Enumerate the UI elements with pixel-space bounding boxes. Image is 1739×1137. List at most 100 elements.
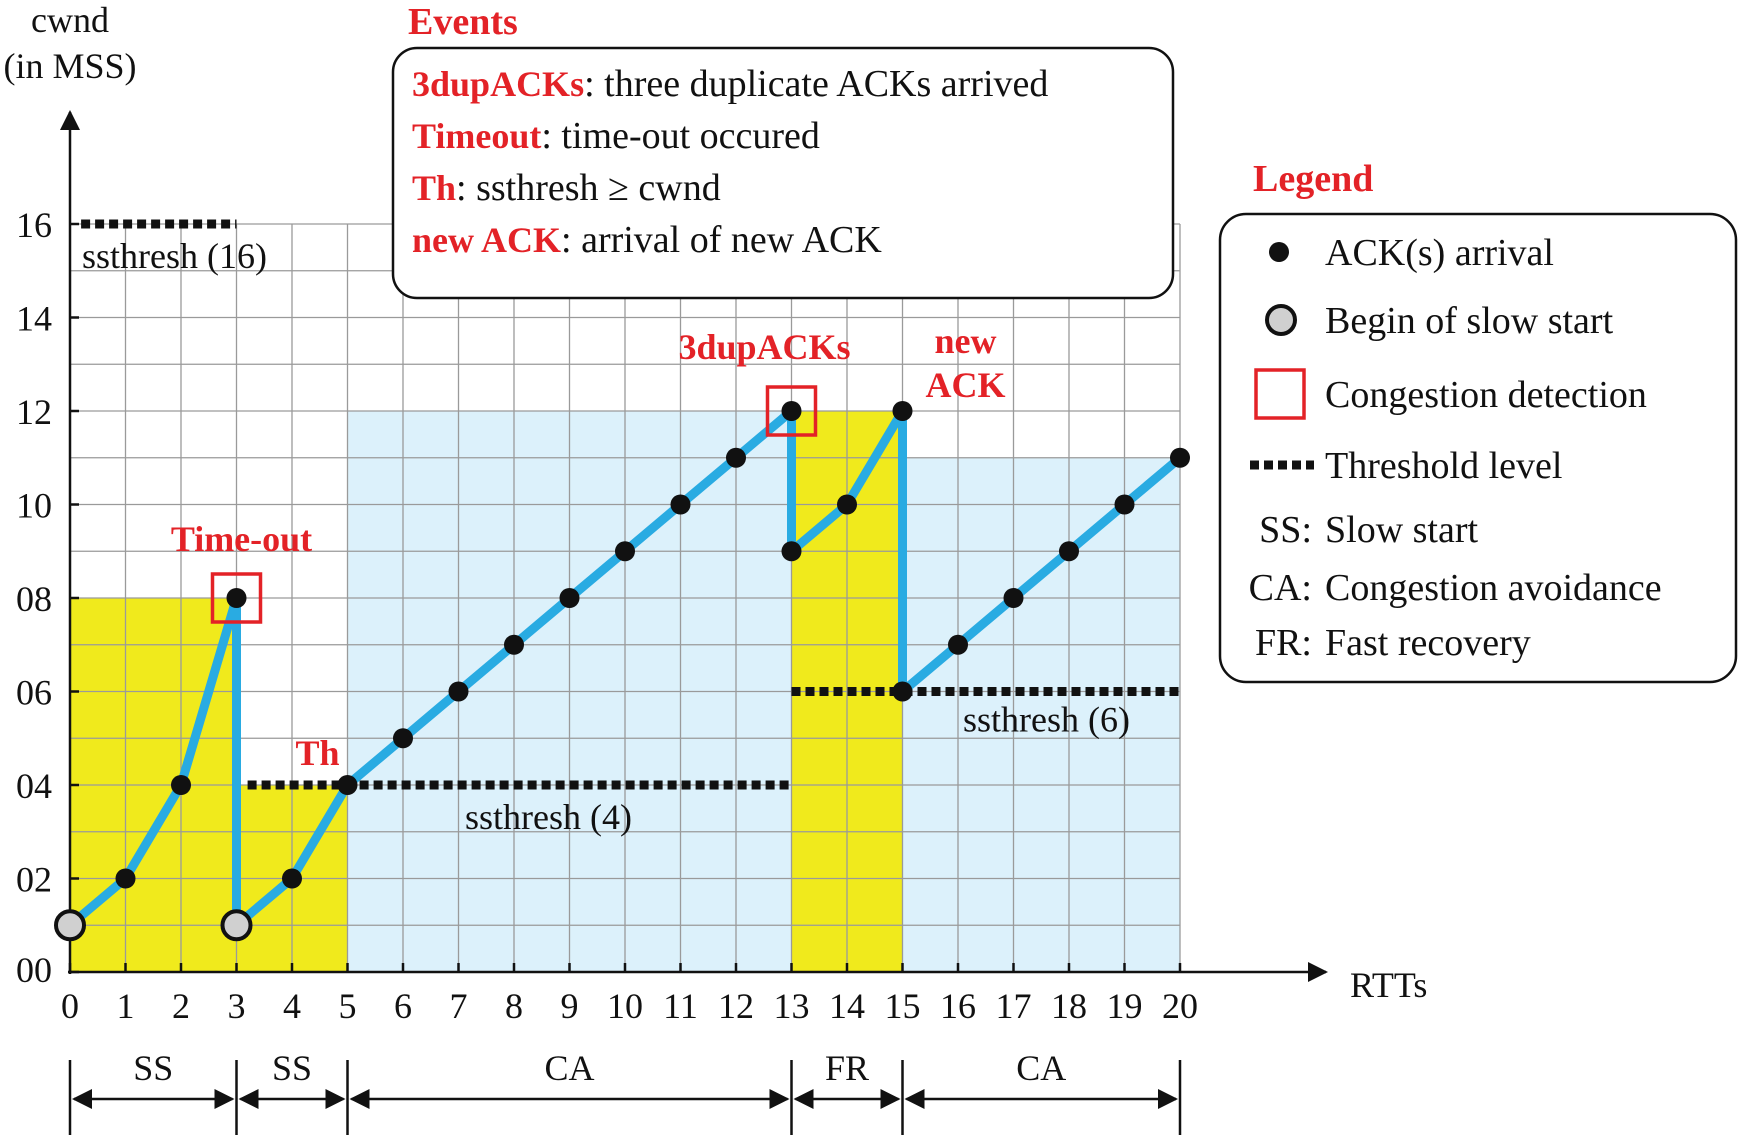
- svg-text:new ACK: arrival of new ACK: new ACK: arrival of new ACK: [412, 219, 882, 261]
- y-tick-label-14: 14: [16, 299, 52, 339]
- abbr-ca: CA:: [1249, 567, 1312, 609]
- y-axis-title-line1: cwnd: [31, 0, 109, 40]
- x-tick-label-14: 14: [829, 986, 865, 1026]
- events-panel: Events 3dupACKs: three duplicate ACKs ar…: [391, 1, 1175, 300]
- ack-point-8: [448, 681, 469, 702]
- ack-point-13: [726, 447, 746, 468]
- svg-text:Timeout: time-out occured: Timeout: time-out occured: [412, 115, 820, 157]
- slow-start-point-4: [220, 909, 253, 942]
- x-tick-label-12: 12: [718, 986, 754, 1026]
- y-tick-label-06: 06: [16, 673, 52, 713]
- cwnd-series-line: [65, 406, 1185, 930]
- x-tick-label-0: 0: [61, 986, 79, 1026]
- ack-point-12: [670, 494, 691, 515]
- ack-point-14: [781, 401, 802, 421]
- x-axis-title: RTTs: [1350, 965, 1427, 1005]
- annotation-timeout: Time-out: [171, 519, 312, 559]
- x-tick-label-4: 4: [283, 986, 301, 1026]
- phase-label-4: CA: [1016, 1048, 1066, 1088]
- ack-point-6: [337, 775, 358, 795]
- x-tick-label-19: 19: [1107, 986, 1143, 1026]
- ack-point-20: [1003, 588, 1024, 608]
- legend-label-congestion: Congestion detection: [1325, 374, 1647, 416]
- y-tick-label-02: 02: [16, 860, 52, 900]
- ack-point-17: [892, 401, 913, 421]
- region-congestion-avoidance-4: [902, 457, 1180, 972]
- x-tick-label-8: 8: [505, 986, 523, 1026]
- ack-point-11: [615, 541, 635, 562]
- x-tick-label-2: 2: [172, 986, 190, 1026]
- threshold-label-2: ssthresh (6): [963, 700, 1130, 740]
- congestion-box-1: [765, 385, 818, 437]
- x-tick-label-15: 15: [885, 986, 921, 1026]
- phase-label-2: CA: [544, 1048, 594, 1088]
- threshold-label-1: ssthresh (4): [465, 797, 632, 837]
- abbr-ca-label: Congestion avoidance: [1325, 567, 1662, 609]
- data-points: [54, 401, 1190, 942]
- annotation-new-ack-line2: ACK: [926, 365, 1006, 405]
- x-tick-label-16: 16: [940, 986, 976, 1026]
- cwnd-line: [65, 406, 1185, 930]
- phase-label-1: SS: [272, 1048, 312, 1088]
- threshold-label-0: ssthresh (16): [82, 236, 267, 276]
- abbr-fr: FR:: [1255, 622, 1312, 664]
- ack-point-22: [1114, 494, 1135, 515]
- events-box: [391, 46, 1175, 300]
- y-tick-label-10: 10: [16, 486, 52, 526]
- ack-dot-icon: [1269, 242, 1289, 262]
- x-tick-label-5: 5: [339, 986, 357, 1026]
- ack-point-2: [171, 775, 191, 795]
- ack-point-15: [781, 541, 802, 562]
- x-tick-label-6: 6: [394, 986, 412, 1026]
- ack-point-23: [1170, 447, 1190, 468]
- ack-point-16: [837, 494, 857, 515]
- ack-point-18: [892, 681, 913, 702]
- ack-point-21: [1059, 541, 1079, 562]
- event-term-th: Th: [412, 168, 456, 208]
- legend-label-slow-start: Begin of slow start: [1325, 300, 1614, 342]
- legend-label-threshold: Threshold level: [1325, 445, 1562, 487]
- ack-point-1: [115, 868, 136, 889]
- event-term-3dupacks: 3dupACKs: [412, 64, 584, 104]
- ack-point-9: [504, 634, 524, 655]
- legend-panel: Legend ACK(s) arrival Begin of slow star…: [1218, 158, 1738, 684]
- event-desc-timeout: : time-out occured: [541, 115, 820, 157]
- legend-box: [1218, 212, 1738, 684]
- event-desc-3dupacks: : three duplicate ACKs arrived: [584, 63, 1048, 105]
- congestion-boxes: [210, 385, 818, 624]
- y-axis-title-line2: (in MSS): [3, 46, 136, 86]
- annotation-new-ack-line1: new: [935, 321, 997, 361]
- x-tick-label-18: 18: [1051, 986, 1087, 1026]
- x-tick-label-1: 1: [117, 986, 135, 1026]
- axes: 0 1 2 3 4 5 6 7 8 9 10 11 12 13 14 15 16 17 18 19 2000020406…: [16, 110, 1328, 1026]
- event-desc-new-ack: : arrival of new ACK: [561, 219, 882, 261]
- slow-start-circle-icon: [1265, 304, 1297, 336]
- x-tick-label-7: 7: [450, 986, 468, 1026]
- congestion-box-0: [210, 572, 263, 624]
- x-tick-label-13: 13: [774, 986, 810, 1026]
- ack-point-10: [559, 588, 580, 608]
- y-tick-label-08: 08: [16, 579, 52, 619]
- abbr-ss: SS:: [1259, 509, 1312, 551]
- y-tick-label-16: 16: [16, 205, 52, 245]
- annotation-th: Th: [295, 733, 339, 773]
- x-tick-label-11: 11: [663, 986, 698, 1026]
- ack-point-5: [282, 868, 302, 889]
- x-tick-label-17: 17: [996, 986, 1032, 1026]
- ack-point-19: [948, 634, 968, 655]
- svg-text:3dupACKs: three duplicate ACKs: 3dupACKs: three duplicate ACKs arrived: [412, 63, 1048, 105]
- phase-label-3: FR: [825, 1048, 869, 1088]
- events-title: Events: [408, 1, 518, 43]
- phase-brackets: SS SS CA FR CA: [68, 1048, 1182, 1135]
- x-tick-label-10: 10: [607, 986, 643, 1026]
- y-tick-label-00: 00: [16, 950, 52, 990]
- y-tick-label-04: 04: [16, 766, 52, 806]
- event-desc-th: : ssthresh ≥ cwnd: [456, 167, 721, 209]
- abbr-ss-label: Slow start: [1325, 509, 1479, 551]
- event-term-timeout: Timeout: [412, 116, 541, 156]
- congestion-square-icon: [1254, 368, 1306, 420]
- ack-point-3: [226, 588, 247, 608]
- ack-point-7: [393, 728, 413, 749]
